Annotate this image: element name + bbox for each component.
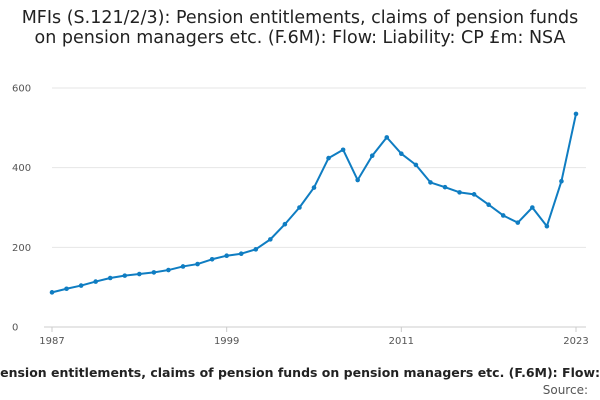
data-point[interactable]: [180, 264, 186, 269]
data-point[interactable]: [413, 162, 419, 168]
x-tick-label: 1987: [39, 336, 64, 347]
footer-caption: MFIs (S.121/2/3): Pension entitlements, …: [0, 365, 600, 380]
data-point[interactable]: [166, 267, 171, 273]
data-point[interactable]: [64, 286, 69, 292]
data-point[interactable]: [49, 290, 55, 295]
y-tick-label: 200: [12, 243, 31, 254]
data-point[interactable]: [93, 279, 98, 284]
data-point[interactable]: [399, 151, 404, 157]
data-point[interactable]: [573, 111, 579, 117]
data-point[interactable]: [122, 273, 128, 278]
y-tick-label: 600: [12, 84, 31, 95]
data-point[interactable]: [151, 270, 157, 275]
axes: 0 200 400 600 1987 1999 2011 2023: [12, 84, 589, 348]
data-point[interactable]: [500, 213, 506, 218]
footer-source: Source:: [542, 383, 588, 397]
y-tick-label: 400: [12, 163, 31, 174]
data-point[interactable]: [340, 147, 346, 153]
data-point[interactable]: [224, 253, 229, 258]
data-point[interactable]: [311, 185, 317, 190]
data-point[interactable]: [355, 177, 360, 183]
data-point[interactable]: [238, 251, 244, 257]
data-point[interactable]: [515, 220, 521, 225]
data-point[interactable]: [78, 283, 84, 288]
data-point[interactable]: [559, 178, 564, 184]
data-point[interactable]: [137, 271, 142, 277]
data-point[interactable]: [195, 261, 200, 267]
data-point[interactable]: [369, 153, 375, 159]
x-tick-label: 1999: [214, 336, 239, 347]
y-tick-label: 0: [12, 323, 18, 334]
data-point[interactable]: [544, 223, 550, 229]
data-point[interactable]: [442, 184, 448, 190]
series-line: [51, 113, 577, 294]
data-point[interactable]: [253, 247, 259, 252]
data-points: [49, 111, 579, 295]
data-point[interactable]: [326, 155, 331, 161]
x-tick-label: 2011: [389, 336, 414, 347]
data-point[interactable]: [268, 237, 273, 242]
footer-caption-text: MFIs (S.121/2/3): Pension entitlements, …: [0, 365, 600, 380]
data-point[interactable]: [282, 221, 288, 227]
data-point[interactable]: [384, 135, 390, 140]
data-point[interactable]: [471, 192, 477, 197]
data-point[interactable]: [107, 275, 113, 281]
data-point[interactable]: [209, 256, 215, 262]
data-point[interactable]: [297, 205, 302, 210]
gridlines: [52, 87, 586, 248]
data-point[interactable]: [530, 205, 535, 210]
data-point[interactable]: [486, 202, 491, 208]
x-tick-label: 2023: [563, 336, 588, 347]
chart-title: MFIs (S.121/2/3): Pension entitlements, …: [21, 8, 579, 48]
series-line-layer: [51, 113, 577, 294]
data-point[interactable]: [457, 190, 462, 195]
data-point[interactable]: [428, 180, 433, 185]
